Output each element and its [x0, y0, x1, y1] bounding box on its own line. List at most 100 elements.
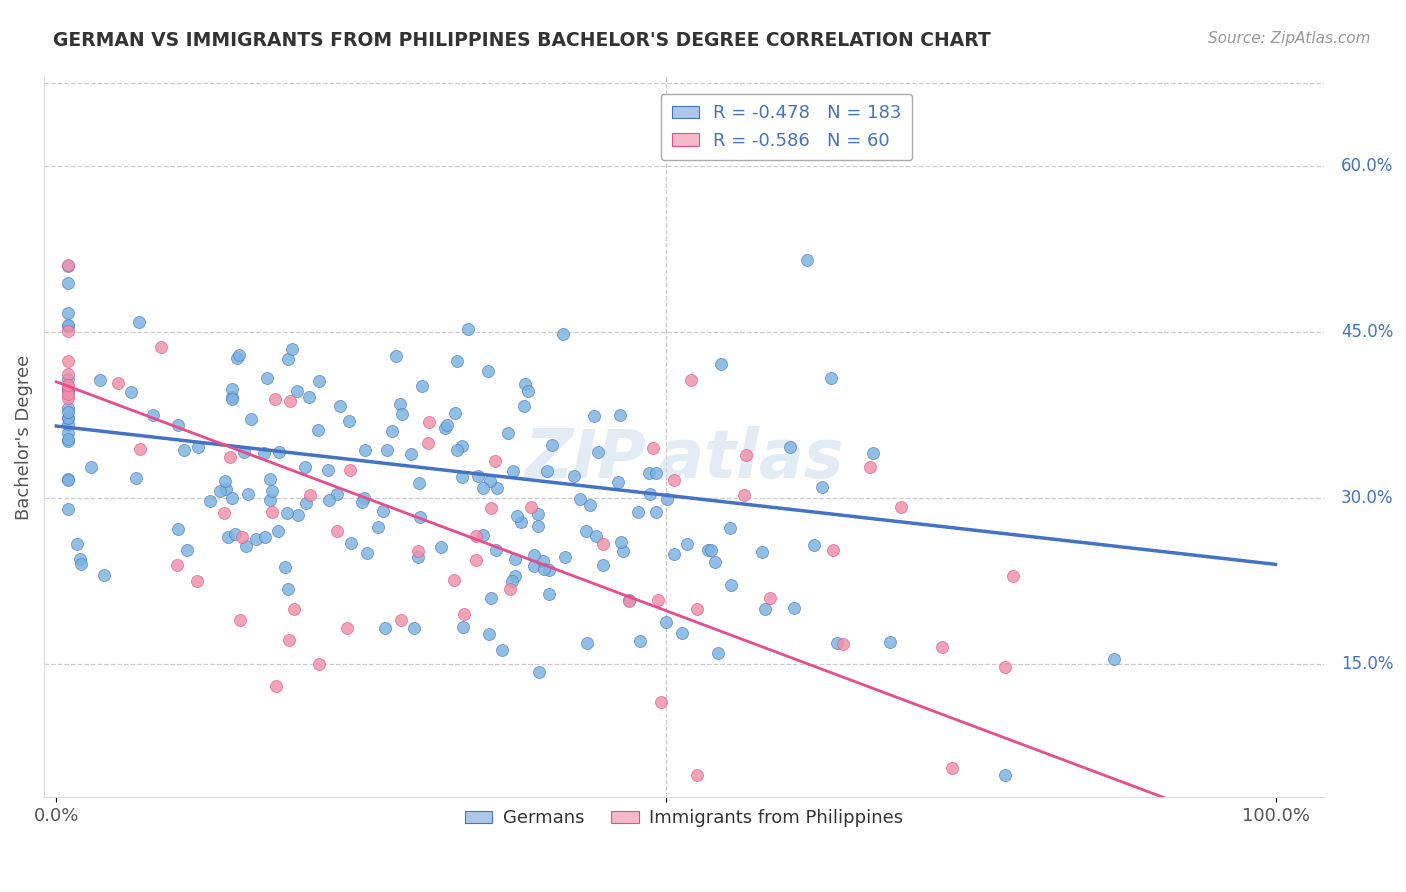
- Point: [259, 492, 281, 507]
- Point: [703, 555, 725, 569]
- Point: [686, 602, 709, 616]
- Point: [58, 411, 80, 425]
- Point: [820, 370, 842, 384]
- Point: [176, 543, 198, 558]
- Point: [340, 536, 363, 550]
- Point: [232, 445, 254, 459]
- Point: [285, 384, 308, 398]
- Point: [513, 399, 536, 413]
- Point: [446, 443, 468, 458]
- Point: [617, 593, 640, 607]
- Point: [70, 558, 93, 572]
- Point: [215, 482, 238, 496]
- Point: [166, 558, 188, 573]
- Point: [283, 601, 305, 615]
- Point: [496, 425, 519, 440]
- Point: [214, 474, 236, 488]
- Text: GERMAN VS IMMIGRANTS FROM PHILIPPINES BACHELOR'S DEGREE CORRELATION CHART: GERMAN VS IMMIGRANTS FROM PHILIPPINES BA…: [53, 31, 991, 50]
- Point: [569, 491, 592, 506]
- Point: [641, 441, 664, 455]
- Point: [298, 390, 321, 404]
- Point: [93, 568, 115, 582]
- Point: [429, 540, 451, 554]
- Point: [58, 401, 80, 416]
- Point: [418, 415, 440, 429]
- Point: [226, 351, 249, 366]
- Point: [408, 510, 430, 524]
- Point: [825, 636, 848, 650]
- Point: [406, 543, 429, 558]
- Point: [391, 407, 413, 421]
- Point: [537, 587, 560, 601]
- Point: [533, 554, 555, 568]
- Point: [408, 475, 430, 490]
- Point: [58, 378, 80, 392]
- Point: [125, 470, 148, 484]
- Point: [58, 372, 80, 386]
- Point: [239, 412, 262, 426]
- Point: [444, 406, 467, 420]
- Point: [277, 582, 299, 596]
- Point: [700, 543, 723, 558]
- Point: [260, 505, 283, 519]
- Point: [58, 259, 80, 273]
- Point: [607, 475, 630, 489]
- Point: [718, 521, 741, 535]
- Point: [491, 643, 513, 657]
- Point: [264, 392, 287, 406]
- Point: [637, 467, 659, 481]
- Point: [339, 463, 361, 477]
- Point: [58, 391, 80, 405]
- Point: [655, 492, 678, 507]
- Point: [457, 322, 479, 336]
- Point: [551, 327, 574, 342]
- Point: [235, 539, 257, 553]
- Point: [58, 324, 80, 338]
- Point: [149, 340, 172, 354]
- Point: [374, 621, 396, 635]
- Point: [477, 364, 499, 378]
- Point: [231, 530, 253, 544]
- Point: [308, 657, 330, 671]
- Point: [451, 439, 474, 453]
- Point: [517, 384, 540, 398]
- Point: [267, 445, 290, 459]
- Point: [142, 408, 165, 422]
- Point: [58, 405, 80, 419]
- Point: [575, 524, 598, 538]
- Point: [281, 342, 304, 356]
- Point: [221, 390, 243, 404]
- Point: [994, 767, 1017, 781]
- Point: [733, 488, 755, 502]
- Point: [523, 548, 546, 562]
- Point: [564, 469, 586, 483]
- Point: [628, 634, 651, 648]
- Point: [352, 495, 374, 509]
- Point: [385, 349, 408, 363]
- Point: [523, 558, 546, 573]
- Point: [1104, 652, 1126, 666]
- Point: [58, 353, 80, 368]
- Point: [811, 480, 834, 494]
- Point: [994, 660, 1017, 674]
- Point: [337, 413, 360, 427]
- Point: [167, 418, 190, 433]
- Point: [679, 373, 702, 387]
- Point: [451, 469, 474, 483]
- Point: [696, 543, 718, 558]
- Point: [389, 613, 412, 627]
- Point: [399, 447, 422, 461]
- Point: [259, 472, 281, 486]
- Point: [734, 449, 756, 463]
- Point: [325, 487, 347, 501]
- Point: [754, 602, 776, 616]
- Point: [832, 636, 855, 650]
- Point: [644, 466, 666, 480]
- Legend: Germans, Immigrants from Philippines: Germans, Immigrants from Philippines: [458, 802, 911, 835]
- Point: [277, 632, 299, 647]
- Point: [336, 621, 359, 635]
- Point: [187, 440, 209, 454]
- Point: [58, 367, 80, 381]
- Point: [479, 501, 502, 516]
- Point: [464, 529, 486, 543]
